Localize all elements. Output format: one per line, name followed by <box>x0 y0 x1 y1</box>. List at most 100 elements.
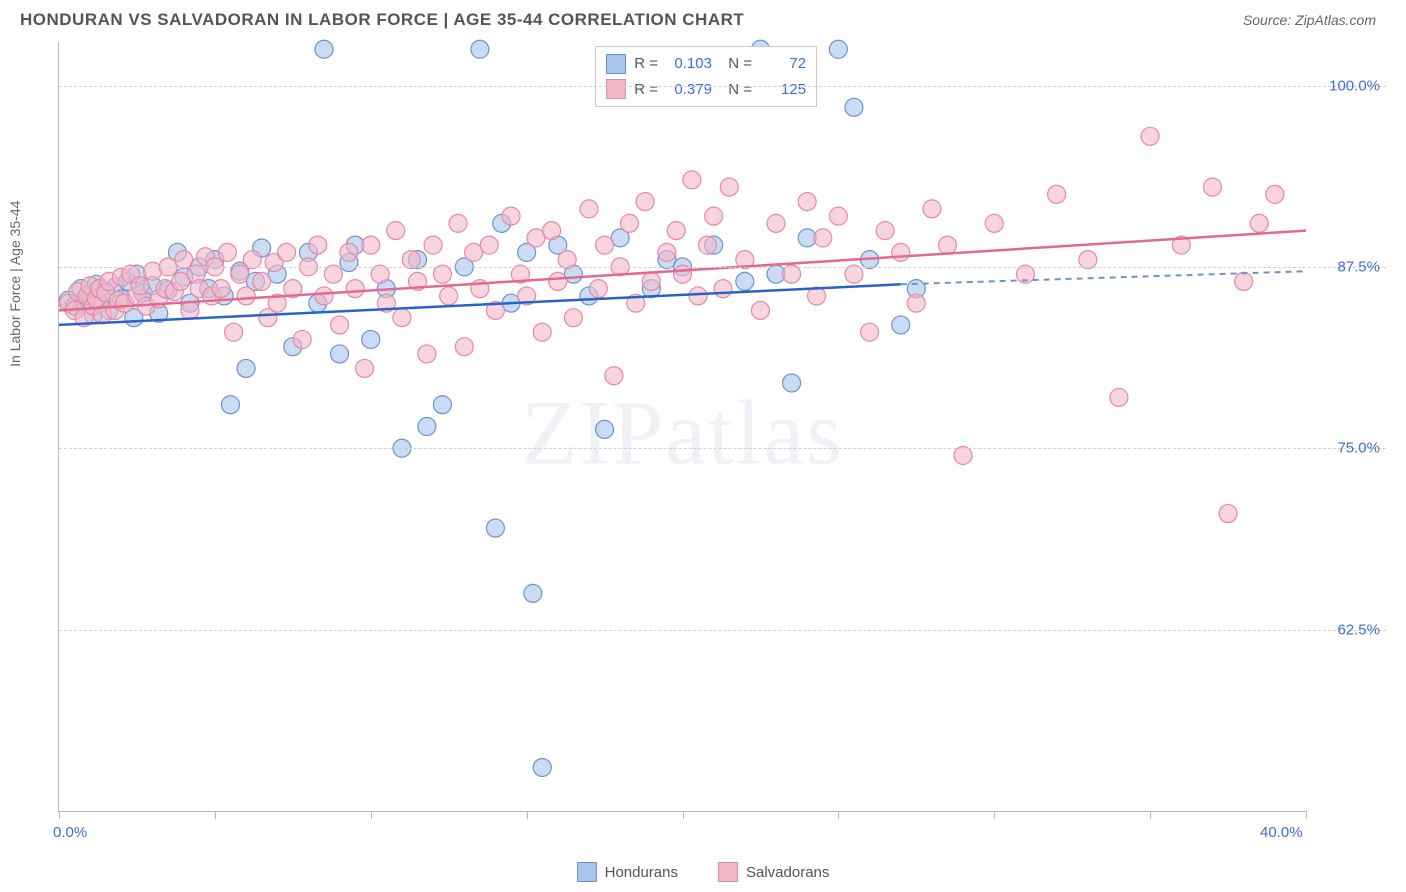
data-point <box>938 236 956 254</box>
data-point <box>667 222 685 240</box>
r-label: R = <box>634 51 658 77</box>
legend-item: Hondurans <box>577 862 678 882</box>
data-point <box>543 222 561 240</box>
data-point <box>689 287 707 305</box>
data-point <box>861 323 879 341</box>
data-point <box>1048 185 1066 203</box>
data-point <box>892 316 910 334</box>
scatter-plot: ZIPatlas R =0.103 N =72R =0.379 N =125 <box>58 42 1306 812</box>
data-point <box>720 178 738 196</box>
stats-row: R =0.379 N =125 <box>606 77 806 103</box>
data-point <box>393 309 411 327</box>
data-point <box>486 519 504 537</box>
data-point <box>829 207 847 225</box>
data-point <box>225 323 243 341</box>
n-label: N = <box>720 51 752 77</box>
data-point <box>580 200 598 218</box>
y-tick-label: 100.0% <box>1329 77 1380 94</box>
data-point <box>642 272 660 290</box>
y-axis-label: In Labor Force | Age 35-44 <box>7 201 23 367</box>
x-tick <box>215 811 216 819</box>
n-label: N = <box>720 77 752 103</box>
r-value: 0.103 <box>666 51 712 77</box>
r-value: 0.379 <box>666 77 712 103</box>
data-point <box>736 272 754 290</box>
data-point <box>1110 388 1128 406</box>
data-point <box>480 236 498 254</box>
correlation-stats-box: R =0.103 N =72R =0.379 N =125 <box>595 46 817 107</box>
y-tick-label: 75.0% <box>1337 440 1380 457</box>
series-swatch <box>606 79 626 99</box>
x-tick <box>527 811 528 819</box>
chart-header: HONDURAN VS SALVADORAN IN LABOR FORCE | … <box>0 0 1406 38</box>
data-point <box>346 280 364 298</box>
data-point <box>1266 185 1284 203</box>
data-point <box>356 359 374 377</box>
data-point <box>309 236 327 254</box>
x-tick <box>59 811 60 819</box>
y-tick-label: 87.5% <box>1337 258 1380 275</box>
data-point <box>549 272 567 290</box>
legend-swatch <box>577 862 597 882</box>
data-point <box>212 280 230 298</box>
data-point <box>221 396 239 414</box>
grid-line <box>59 86 1386 87</box>
data-point <box>524 584 542 602</box>
x-tick <box>371 811 372 819</box>
data-point <box>237 359 255 377</box>
data-point <box>1250 214 1268 232</box>
data-point <box>533 758 551 776</box>
data-point <box>278 243 296 261</box>
y-tick-label: 62.5% <box>1337 621 1380 638</box>
data-point <box>705 207 723 225</box>
data-point <box>471 40 489 58</box>
data-point <box>433 396 451 414</box>
data-point <box>293 330 311 348</box>
data-point <box>418 418 436 436</box>
n-value: 72 <box>760 51 806 77</box>
data-point <box>237 287 255 305</box>
data-point <box>985 214 1003 232</box>
legend-item: Salvadorans <box>718 862 829 882</box>
legend-swatch <box>718 862 738 882</box>
data-point <box>683 171 701 189</box>
data-point <box>340 243 358 261</box>
grid-line <box>59 448 1386 449</box>
grid-line <box>59 630 1386 631</box>
data-point <box>1235 272 1253 290</box>
x-tick <box>994 811 995 819</box>
data-point <box>362 236 380 254</box>
data-point <box>845 98 863 116</box>
data-point <box>455 338 473 356</box>
data-point <box>636 193 654 211</box>
data-point <box>596 236 614 254</box>
data-point <box>362 330 380 348</box>
data-point <box>440 287 458 305</box>
chart-legend: Hondurans Salvadorans <box>0 862 1406 882</box>
x-tick <box>1150 811 1151 819</box>
data-point <box>564 309 582 327</box>
data-point <box>892 243 910 261</box>
chart-source: Source: ZipAtlas.com <box>1243 12 1376 28</box>
data-point <box>131 277 149 295</box>
data-point <box>315 287 333 305</box>
data-point <box>596 420 614 438</box>
data-point <box>658 243 676 261</box>
data-point <box>605 367 623 385</box>
data-point <box>923 200 941 218</box>
data-point <box>1203 178 1221 196</box>
data-point <box>907 294 925 312</box>
data-point <box>533 323 551 341</box>
n-value: 125 <box>760 77 806 103</box>
chart-area: In Labor Force | Age 35-44 ZIPatlas R =0… <box>20 42 1386 842</box>
data-point <box>1141 127 1159 145</box>
data-point <box>218 243 236 261</box>
data-point <box>829 40 847 58</box>
data-point <box>814 229 832 247</box>
data-point <box>502 207 520 225</box>
grid-line <box>59 267 1386 268</box>
data-point <box>621 214 639 232</box>
legend-label: Salvadorans <box>746 864 829 881</box>
data-point <box>331 316 349 334</box>
data-point <box>331 345 349 363</box>
